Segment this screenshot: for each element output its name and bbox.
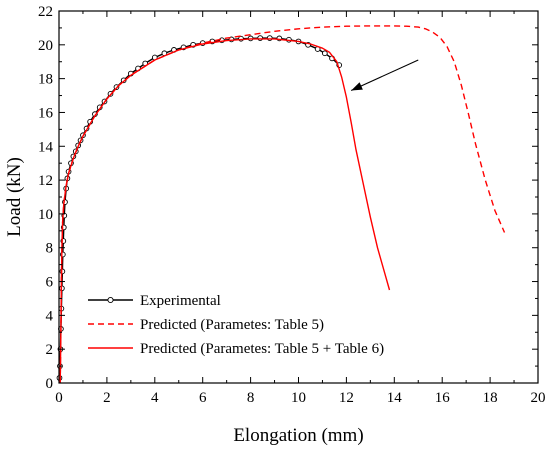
x-tick-label: 2 — [103, 390, 111, 406]
legend-marker — [107, 296, 114, 304]
y-tick-label: 6 — [46, 275, 54, 291]
x-axis-title: Elongation (mm) — [233, 425, 363, 446]
legend-label: Predicted (Parametes: Table 5 + Table 6) — [140, 341, 384, 357]
x-tick-label: 18 — [483, 390, 498, 406]
y-tick-label: 16 — [38, 105, 54, 121]
x-tick-label: 0 — [55, 390, 63, 406]
y-tick-label: 18 — [38, 72, 53, 88]
annotation-arrow-shaft — [350, 59, 419, 91]
axis-layer: 0 2 4 6 8 10 12 14 16 18 20 0 2 4 6 8 10 12 14 16 18 20 22 — [38, 4, 546, 406]
annotation-arrow-head — [351, 82, 363, 91]
legend-label: Predicted (Parametes: Table 5) — [140, 317, 324, 333]
y-tick-label: 22 — [38, 4, 53, 20]
y-tick-label: 10 — [38, 207, 53, 223]
y-tick-label: 0 — [46, 376, 54, 392]
x-tick-label: 16 — [435, 390, 451, 406]
legend-label: Experimental — [140, 293, 221, 309]
x-tick-label: 14 — [387, 390, 403, 406]
y-tick-label: 14 — [38, 139, 54, 155]
y-tick-label: 20 — [38, 38, 53, 54]
x-tick-label: 20 — [531, 390, 546, 406]
x-tick-label: 12 — [339, 390, 354, 406]
y-tick-label: 8 — [46, 241, 54, 257]
data-point-experimental — [266, 35, 273, 41]
y-axis-title: Load (kN) — [4, 157, 25, 237]
data-point-experimental — [238, 35, 244, 42]
data-point-experimental — [257, 35, 264, 41]
y-tick-label: 12 — [38, 173, 53, 189]
x-tick-label: 4 — [151, 390, 159, 406]
annotation-layer — [350, 59, 419, 91]
series-layer — [56, 25, 506, 384]
x-tick-label: 10 — [291, 390, 306, 406]
series-line-predicted-parametes-table-5-table-6 — [59, 38, 391, 384]
data-point-experimental — [321, 50, 328, 57]
x-tick-label: 6 — [199, 390, 207, 406]
x-tick-label: 8 — [247, 390, 255, 406]
legend: Experimental Predicted (Parametes: Table … — [88, 293, 384, 357]
y-tick-label: 4 — [46, 308, 54, 324]
y-tick-label: 2 — [46, 342, 54, 358]
data-point-experimental — [59, 268, 66, 275]
